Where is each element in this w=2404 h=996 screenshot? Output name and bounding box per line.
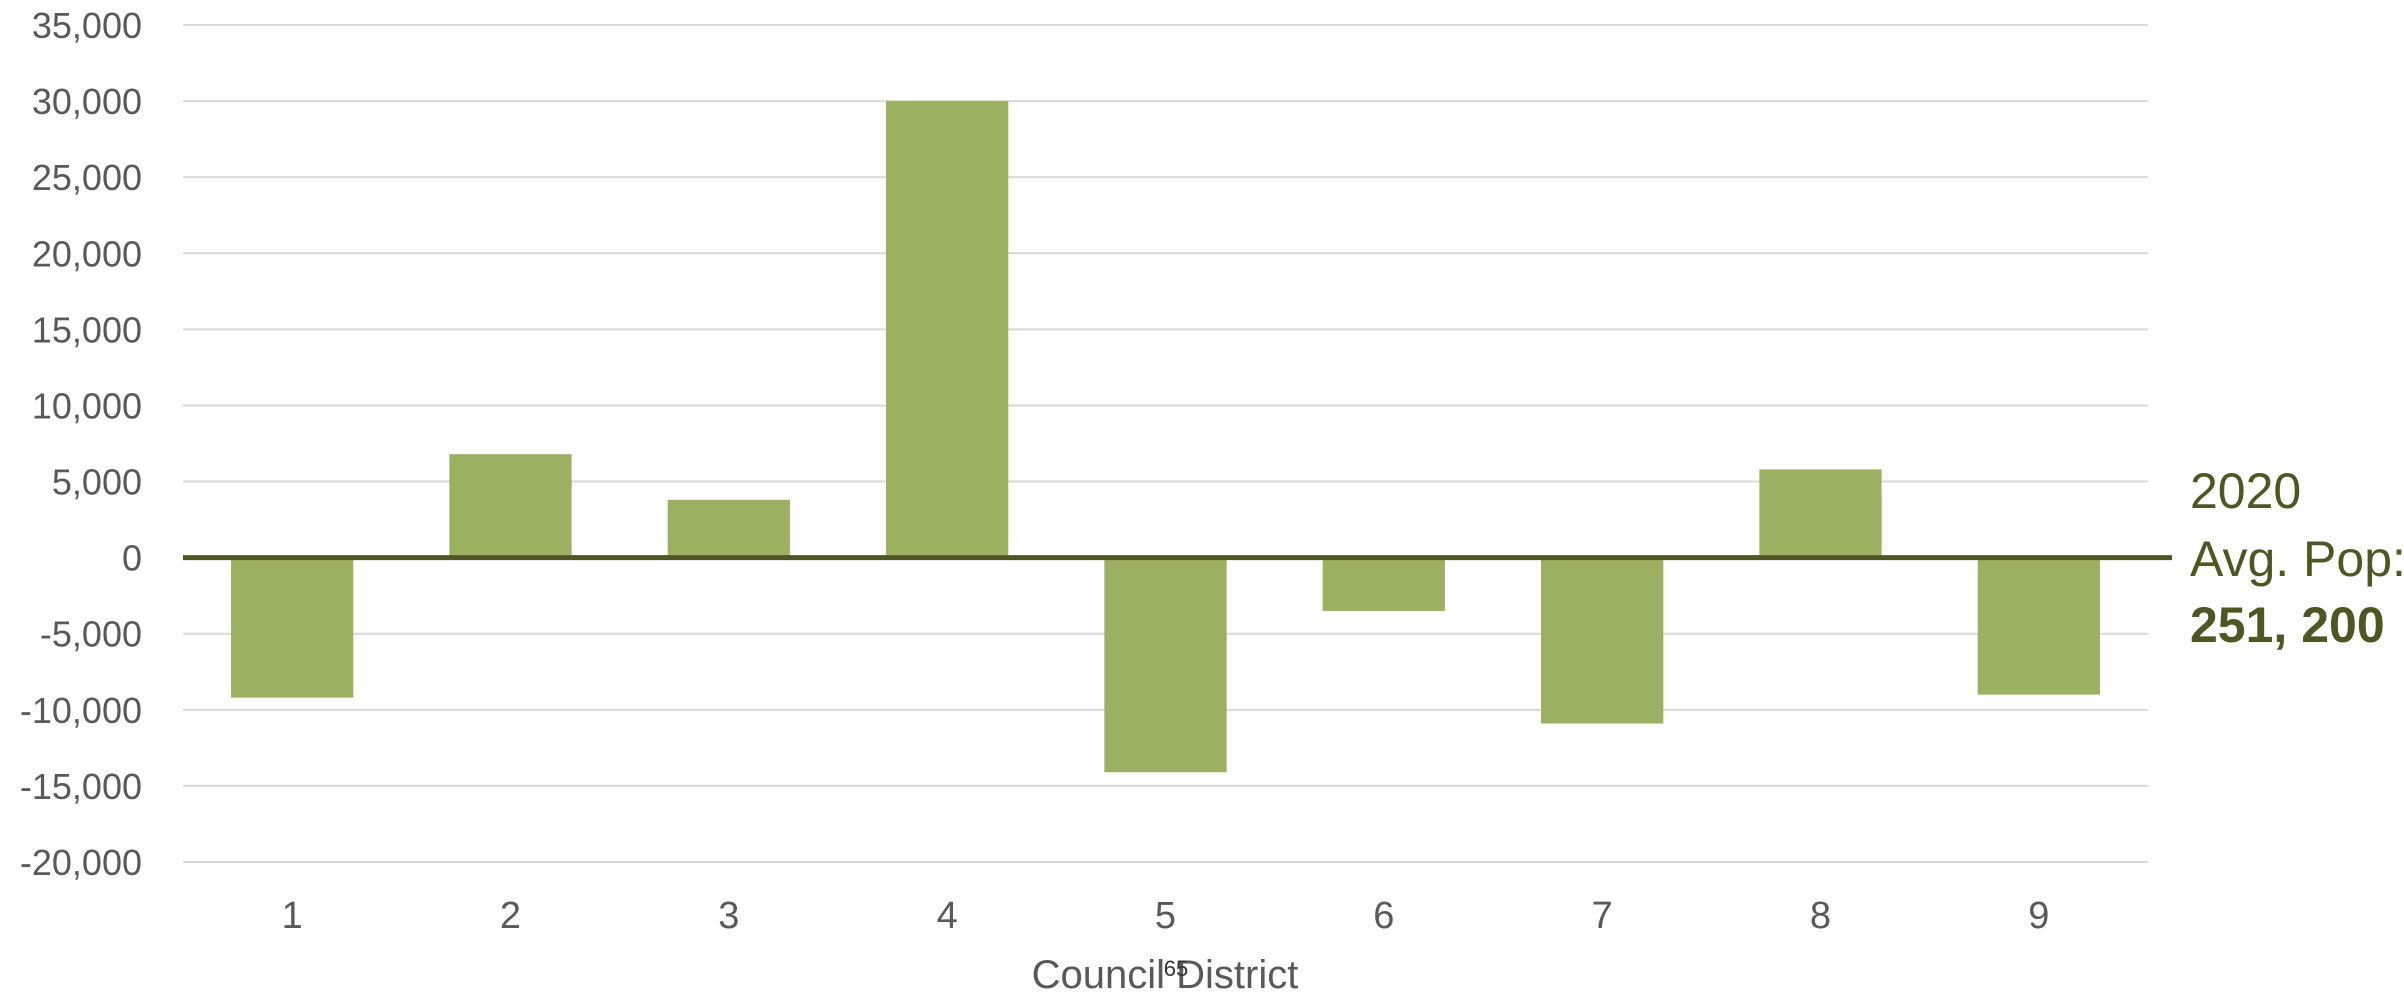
bar-district-6 xyxy=(1322,557,1445,611)
x-axis-ticks: 1 2 3 4 5 6 7 8 9 xyxy=(282,895,2050,937)
y-tick-label: -15,000 xyxy=(20,766,142,807)
x-tick-label: 6 xyxy=(1373,895,1394,937)
x-axis-label: Council District xyxy=(1032,953,1299,991)
annotation-label: Avg. Pop: xyxy=(2190,531,2404,587)
bar-district-8 xyxy=(1759,469,1882,558)
x-tick-label: 3 xyxy=(718,895,739,937)
y-tick-label: -5,000 xyxy=(40,614,142,655)
page-number: 65 xyxy=(1164,956,1188,981)
y-tick-label: 35,000 xyxy=(32,5,142,46)
y-tick-label: -10,000 xyxy=(20,690,142,731)
x-tick-label: 5 xyxy=(1155,895,1176,937)
x-tick-label: 1 xyxy=(282,895,303,937)
y-tick-label: 0 xyxy=(122,538,142,579)
x-tick-label: 9 xyxy=(2028,895,2049,937)
y-tick-label: 25,000 xyxy=(32,157,142,198)
y-tick-label: 15,000 xyxy=(32,309,142,350)
bar-district-3 xyxy=(667,499,790,558)
x-tick-label: 4 xyxy=(937,895,958,937)
x-tick-label: 8 xyxy=(1810,895,1831,937)
x-tick-label: 2 xyxy=(500,895,521,937)
average-population-annotation: 2020 Avg. Pop: 251, 200 xyxy=(2190,463,2404,653)
bar-district-2 xyxy=(449,454,572,558)
annotation-value: 251, 200 xyxy=(2190,597,2385,653)
bar-district-9 xyxy=(1977,557,2100,695)
x-tick-label: 7 xyxy=(1592,895,1613,937)
y-tick-label: 20,000 xyxy=(32,233,142,274)
annotation-year: 2020 xyxy=(2190,463,2301,519)
y-axis-ticks: 35,000 30,000 25,000 20,000 15,000 10,000 5,00… xyxy=(20,5,142,883)
bar-district-5 xyxy=(1104,557,1227,773)
y-tick-label: 30,000 xyxy=(32,81,142,122)
bars xyxy=(231,101,2100,773)
bar-district-4 xyxy=(886,101,1009,558)
y-tick-label: 5,000 xyxy=(52,462,142,503)
y-tick-label: 10,000 xyxy=(32,385,142,426)
y-tick-label: -20,000 xyxy=(20,842,142,883)
bar-district-1 xyxy=(231,557,354,698)
bar-district-7 xyxy=(1541,557,1664,724)
